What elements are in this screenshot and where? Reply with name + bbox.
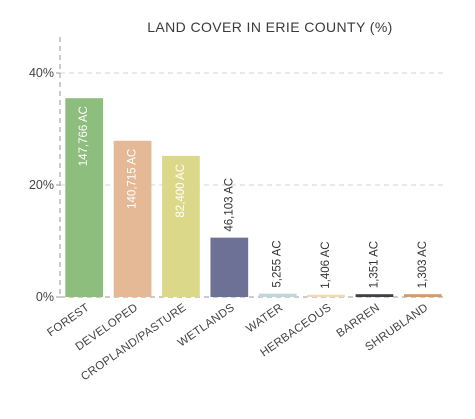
x-category-label-0: FOREST <box>45 302 92 340</box>
bar-shrubland <box>403 294 442 297</box>
y-tick-label-0: 0% <box>36 290 54 304</box>
bars <box>65 98 442 297</box>
data-label-0: 147,766 AC <box>78 106 90 166</box>
bar-wetlands <box>210 237 249 297</box>
x-category-label-6: BARREN <box>335 302 383 340</box>
bar-herbaceous <box>307 294 345 297</box>
bar-developed <box>113 140 152 297</box>
y-tick-label-2: 40% <box>29 66 54 80</box>
data-label-2: 82,400 AC <box>175 164 187 218</box>
y-tick-label-1: 20% <box>29 178 54 192</box>
data-label-1: 140,715 AC <box>127 149 139 209</box>
y-axis: 0% 20% 40% <box>29 37 61 304</box>
bar-barren <box>355 294 394 297</box>
chart-title: LAND COVER IN ERIE COUNTY (%) <box>147 19 393 35</box>
data-label-4: 5,255 AC <box>272 240 284 287</box>
x-category-label-4: WATER <box>244 302 285 336</box>
data-label-7: 1,303 AC <box>417 241 429 288</box>
data-label-6: 1,351 AC <box>368 241 380 288</box>
data-label-5: 1,406 AC <box>320 241 332 288</box>
data-labels: 147,766 AC 140,715 AC 82,400 AC 46,103 AC 5,… <box>78 106 429 289</box>
bar-forest <box>65 98 104 297</box>
bar-cropland-pasture <box>162 155 200 297</box>
data-label-3: 46,103 AC <box>223 178 235 232</box>
bar-water <box>258 293 297 297</box>
